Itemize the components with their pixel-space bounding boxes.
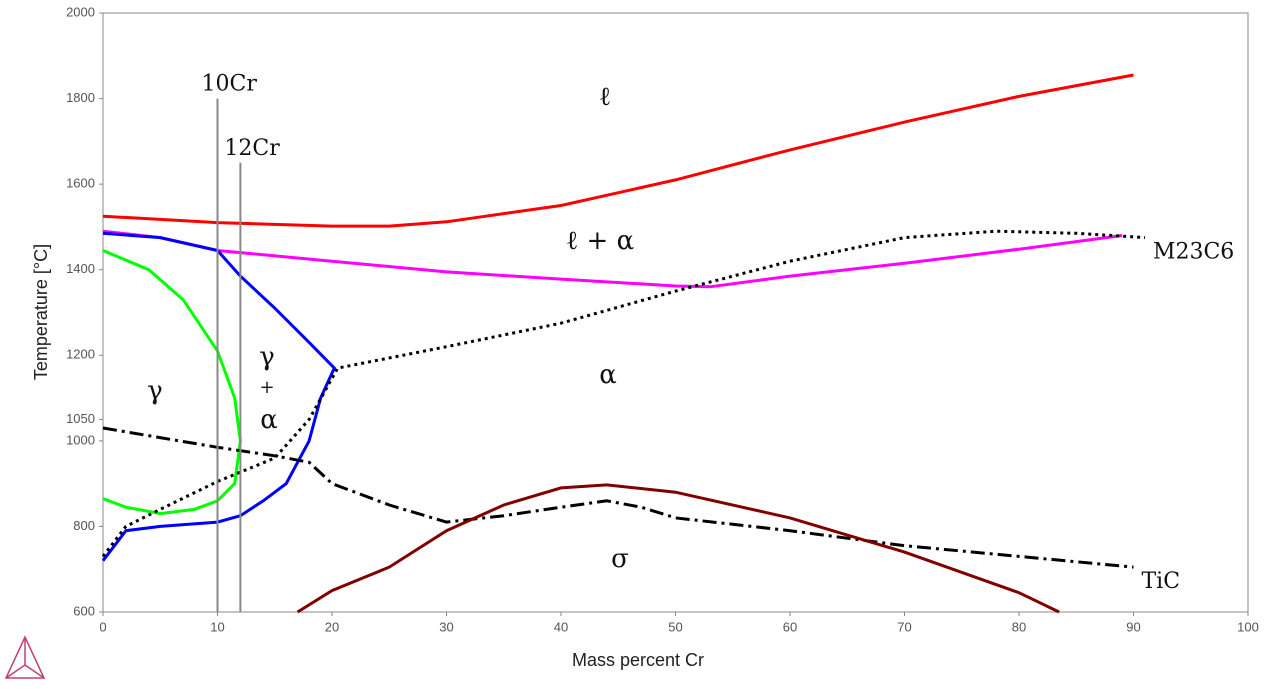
x-tick-label: 100: [1237, 619, 1259, 634]
y-tick-label: 800: [73, 518, 95, 533]
x-tick-label: 50: [668, 619, 682, 634]
curve-label: M23C6: [1153, 240, 1234, 265]
y-tick-label: 1600: [66, 176, 95, 191]
reference-label: 12Cr: [224, 136, 280, 161]
reference-label: 10Cr: [202, 72, 258, 97]
phase-boundary: [101, 231, 337, 562]
y-axis-label: Temperature [°C]: [31, 244, 51, 380]
y-tick-label: 1200: [66, 347, 95, 362]
y-tick-label: 600: [73, 603, 95, 618]
x-tick-label: 30: [439, 619, 453, 634]
phase-boundary: [102, 426, 1134, 569]
region-label: ℓ + α: [566, 226, 634, 256]
region-label: α: [599, 360, 617, 390]
region-label: ℓ: [599, 82, 611, 112]
region-label: γ: [147, 376, 163, 406]
x-tick-label: 20: [325, 619, 339, 634]
x-tick-label: 60: [783, 619, 797, 634]
x-tick-label: 0: [99, 619, 106, 634]
y-tick-label: 1000: [66, 432, 95, 447]
phase-boundary: [102, 73, 1134, 228]
plot-frame: [102, 12, 1249, 613]
x-axis-label: Mass percent Cr: [572, 650, 704, 670]
y-tick-label: 1800: [66, 90, 95, 105]
x-tick-label: 10: [210, 619, 224, 634]
logo: [4, 635, 46, 679]
y-tick-label: 2000: [66, 4, 95, 19]
x-tick-label: 70: [897, 619, 911, 634]
x-tick-label: 40: [554, 619, 568, 634]
y-tick-label: 1400: [66, 261, 95, 276]
region-label: +: [259, 377, 274, 398]
curve-label: TiC: [1142, 569, 1181, 594]
region-label: α: [260, 405, 278, 435]
x-tick-label: 90: [1126, 619, 1140, 634]
x-tick-label: 80: [1012, 619, 1026, 634]
region-label: γ: [259, 342, 275, 372]
region-label: σ: [611, 544, 629, 574]
phase-boundary: [296, 483, 1060, 614]
phase-boundary: [102, 249, 242, 516]
y-tick-label: 1050: [66, 411, 95, 426]
phase-boundary: [101, 229, 1146, 558]
